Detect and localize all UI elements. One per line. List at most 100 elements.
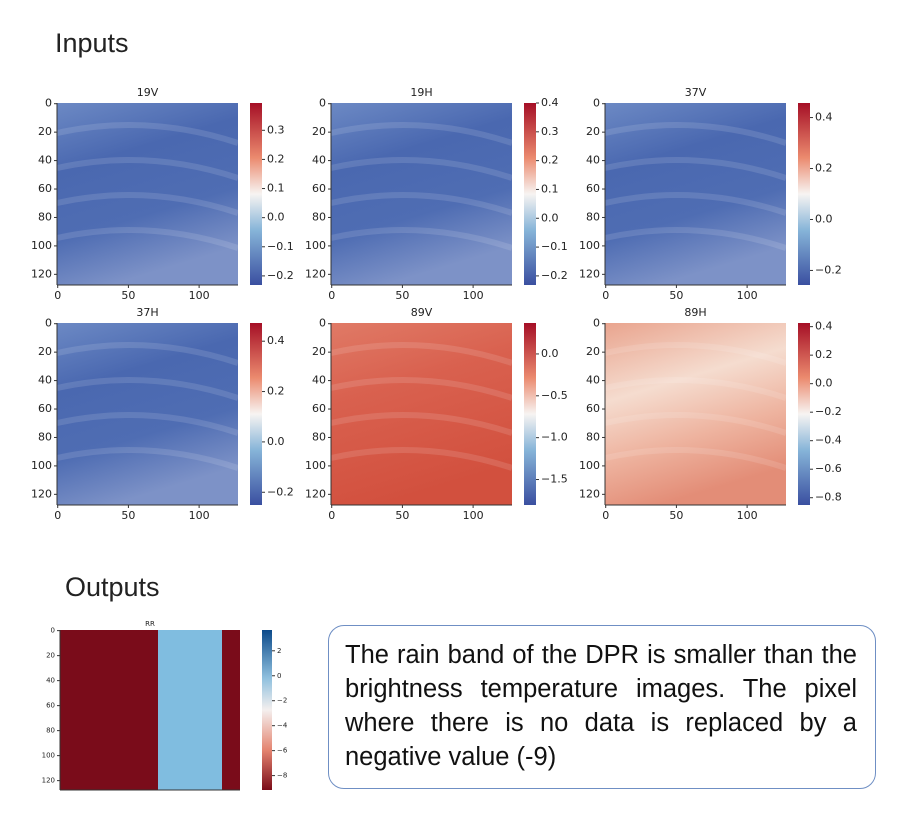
y-tick-label: 120	[579, 267, 600, 280]
outputs-heading: Outputs	[65, 572, 160, 602]
colorbar	[262, 630, 272, 790]
colorbar-label: −0.8	[815, 491, 842, 504]
y-tick-label: 60	[46, 702, 55, 710]
heatmap	[57, 103, 238, 285]
y-tick-label: 100	[31, 239, 52, 252]
x-tick-label: 0	[54, 289, 61, 302]
x-tick-label: 0	[602, 509, 609, 522]
colorbar-label: 0.0	[267, 211, 285, 224]
heatmap-texture	[56, 342, 239, 366]
colorbar-label: 0.4	[267, 334, 285, 347]
heatmap-texture	[56, 377, 239, 401]
y-tick-label: 40	[312, 374, 326, 387]
heatmap	[331, 323, 512, 505]
y-tick-label: 0	[45, 317, 52, 330]
panel-title: 37H	[136, 306, 158, 319]
y-tick-label: 40	[586, 154, 600, 167]
colorbar-label: 0.1	[267, 182, 285, 195]
heatmap-texture	[604, 342, 787, 366]
y-tick-label: 40	[46, 677, 55, 685]
y-tick-label: 40	[312, 154, 326, 167]
y-tick-label: 0	[51, 627, 55, 635]
colorbar-label: 0.2	[267, 152, 285, 165]
colorbar-label: 0.3	[541, 125, 559, 138]
y-tick-label: 100	[305, 239, 326, 252]
panel-title: 19V	[137, 86, 159, 99]
x-tick-label: 100	[463, 289, 484, 302]
note-box: The rain band of the DPR is smaller than…	[328, 625, 876, 789]
y-tick-label: 20	[38, 345, 52, 358]
heatmap-texture	[604, 192, 787, 216]
heatmap-texture	[330, 342, 513, 366]
heatmap	[57, 323, 238, 505]
x-tick-label: 0	[328, 509, 335, 522]
y-tick-label: 80	[38, 430, 52, 443]
y-tick-label: 20	[46, 652, 55, 660]
x-tick-label: 50	[395, 289, 409, 302]
y-tick-label: 20	[586, 125, 600, 138]
colorbar-label: 0.2	[267, 385, 285, 398]
heatmap-texture	[56, 447, 239, 471]
colorbar-label: −0.6	[815, 462, 842, 475]
colorbar-label: 0.4	[541, 96, 559, 109]
colorbar-label: 0.2	[815, 162, 833, 175]
heatmap-texture	[330, 122, 513, 146]
y-tick-label: 0	[319, 317, 326, 330]
heatmap-texture	[604, 377, 787, 401]
y-tick-label: 80	[312, 210, 326, 223]
panel-title: 89H	[684, 306, 706, 319]
y-tick-label: 80	[38, 210, 52, 223]
x-tick-label: 50	[121, 289, 135, 302]
colorbar	[250, 103, 262, 285]
colorbar-label: 2	[277, 647, 281, 655]
y-tick-label: 120	[305, 487, 326, 500]
y-tick-label: 120	[579, 487, 600, 500]
colorbar-label: 0.4	[815, 320, 833, 333]
x-tick-label: 50	[669, 509, 683, 522]
heatmap-texture	[604, 122, 787, 146]
heatmap-texture	[56, 192, 239, 216]
y-tick-label: 80	[46, 727, 55, 735]
heatmap	[331, 103, 512, 285]
y-tick-label: 100	[579, 239, 600, 252]
panel-title: 37V	[685, 86, 707, 99]
colorbar-label: 0.0	[541, 347, 559, 360]
heatmap-texture	[56, 122, 239, 146]
y-tick-label: 100	[42, 752, 55, 760]
colorbar-label: 0.2	[541, 154, 559, 167]
colorbar-label: −0.1	[541, 240, 568, 253]
y-tick-label: 0	[319, 97, 326, 110]
colorbar-label: 0.0	[815, 212, 833, 225]
heatmap-texture	[330, 447, 513, 471]
x-tick-label: 0	[54, 509, 61, 522]
y-tick-label: 40	[38, 374, 52, 387]
colorbar-label: −8	[277, 772, 287, 780]
y-tick-label: 120	[31, 267, 52, 280]
y-tick-label: 0	[45, 97, 52, 110]
x-tick-label: 100	[737, 289, 758, 302]
colorbar-label: 0.0	[815, 377, 833, 390]
heatmap-texture	[56, 227, 239, 251]
colorbar	[524, 103, 536, 285]
y-tick-label: 20	[312, 345, 326, 358]
x-tick-label: 50	[121, 509, 135, 522]
heatmap-texture	[330, 157, 513, 181]
colorbar-label: −0.4	[815, 434, 842, 447]
heatmap-texture	[330, 377, 513, 401]
y-tick-label: 0	[593, 97, 600, 110]
y-tick-label: 40	[38, 154, 52, 167]
y-tick-label: 60	[312, 182, 326, 195]
colorbar	[250, 323, 262, 505]
y-tick-label: 100	[305, 459, 326, 472]
colorbar-label: −0.2	[815, 263, 842, 276]
heatmap-texture	[330, 192, 513, 216]
y-tick-label: 100	[31, 459, 52, 472]
y-tick-label: 80	[586, 210, 600, 223]
colorbar-label: −2	[277, 697, 287, 705]
y-tick-label: 60	[586, 182, 600, 195]
colorbar-label: 0.0	[541, 211, 559, 224]
x-tick-label: 0	[328, 289, 335, 302]
y-tick-label: 120	[31, 487, 52, 500]
colorbar	[798, 323, 810, 505]
